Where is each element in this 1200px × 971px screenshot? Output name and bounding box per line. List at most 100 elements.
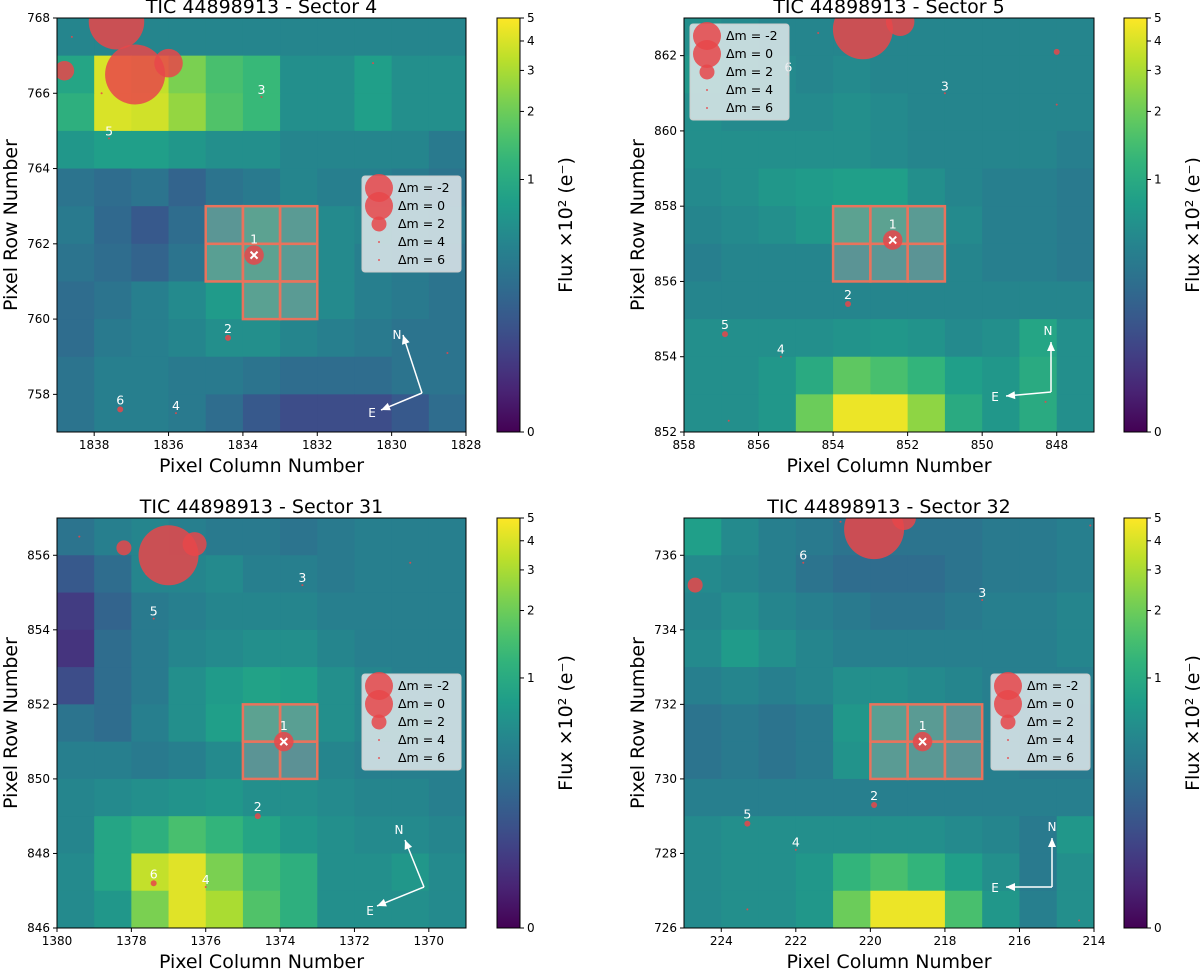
flux-pixel [354,592,393,631]
flux-pixel [57,667,95,705]
flux-pixel [391,281,430,320]
flux-pixel [131,206,170,245]
flux-pixel [982,319,1021,358]
legend-label: Δm = -2 [1027,678,1079,693]
compass-east-label: E [366,904,374,918]
flux-pixel [1019,130,1058,170]
flux-pixel [94,319,132,358]
flux-pixel [242,18,281,57]
compass-north-label: N [393,328,402,342]
flux-pixel [907,592,946,631]
aperture-pixel [241,703,282,743]
flux-pixel [684,319,722,358]
colorbar-tick-label: 0 [527,921,535,935]
flux-pixel [280,890,318,928]
flux-pixel [870,629,909,668]
flux-pixel [317,667,356,705]
flux-pixel [428,778,466,817]
flux-pixel [168,778,207,817]
flux-pixel [1056,629,1094,668]
flux-pixel [684,816,722,855]
colorbar-tick-label: 2 [527,104,535,118]
flux-pixel [907,168,946,207]
flux-pixel [94,778,132,817]
flux-pixel [907,243,946,283]
legend-marker [378,739,380,741]
flux-pixel [280,243,318,283]
flux-pixel [833,55,871,94]
x-tick-label: 218 [933,934,956,948]
flux-pixel [721,319,760,358]
flux-pixel [870,130,909,170]
star-marker [57,60,75,81]
flux-pixel [795,243,834,283]
star-marker [1055,103,1058,106]
aperture-pixel [278,242,319,283]
flux-pixel [870,741,909,780]
star-marker [727,419,730,422]
x-axis-label: Pixel Column Number [786,455,991,477]
flux-pixel [833,629,871,668]
flux-pixel [944,206,983,245]
flux-pixel [1056,55,1094,94]
chart-title: TIC 44898913 - Sector 32 [766,496,1010,518]
flux-pixel [280,206,318,245]
y-tick-label: 854 [27,623,50,637]
flux-pixel [870,281,909,320]
flux-pixel [354,55,393,94]
legend-label: Δm = 0 [398,696,445,711]
star-marker [871,802,878,808]
flux-pixel [168,704,207,743]
y-tick-label: 850 [27,772,50,786]
flux-pixel [833,394,871,432]
star-marker [943,92,946,95]
flux-pixel [795,778,834,817]
colorbar-tick-label: 1 [1154,173,1162,187]
flux-pixel [944,243,983,283]
flux-pixel [317,168,356,207]
y-axis-label: Pixel Row Number [0,139,22,311]
flux-pixel [242,629,281,668]
flux-pixel [684,890,722,928]
legend-label: Δm = 0 [726,46,773,61]
colorbar: 0 1 2 3 4 5 Flux ×10² (e⁻) [496,511,577,935]
flux-pixel [870,853,909,892]
flux-pixel [317,206,356,245]
flux-pixel [131,741,170,780]
flux-pixel [391,394,430,432]
flux-pixel [205,778,244,817]
flux-pixel [795,555,834,594]
flux-pixel [982,18,1021,57]
flux-pixel [1056,356,1094,395]
x-tick-label: 848 [1045,438,1068,452]
y-tick-label: 766 [27,86,50,100]
flux-pixel [205,816,244,855]
legend-marker [378,757,380,759]
flux-pixel [944,592,983,631]
flux-pixel [1056,93,1094,132]
flux-pixel [242,319,281,358]
colorbar-gradient [496,517,521,929]
flux-pixel [758,890,797,928]
panel-1: 3 5 1 2 6 4 N E Δm = -2 Δm = 0 Δm = 2 Δm = 4 Δm = 6 1… [0,0,577,477]
flux-pixel [428,518,466,556]
compass-east-arrow-head [377,898,387,907]
flux-pixel [317,704,356,743]
flux-pixel [833,356,871,395]
legend-label: Δm = 6 [726,100,773,115]
colorbar-tick-label: 5 [1154,11,1162,25]
flux-pixel [57,629,95,668]
flux-pixel [721,704,760,743]
flux-pixel [721,130,760,170]
flux-pixel [870,890,909,928]
aperture-pixel [906,204,947,246]
star-marker [88,18,145,50]
colorbar-gradient [1123,17,1148,433]
star-marker [78,535,81,538]
aperture-pixel [906,242,947,283]
compass-east-arrow-head [1006,391,1016,400]
flux-pixel [982,518,1021,556]
flux-pixel [870,93,909,132]
